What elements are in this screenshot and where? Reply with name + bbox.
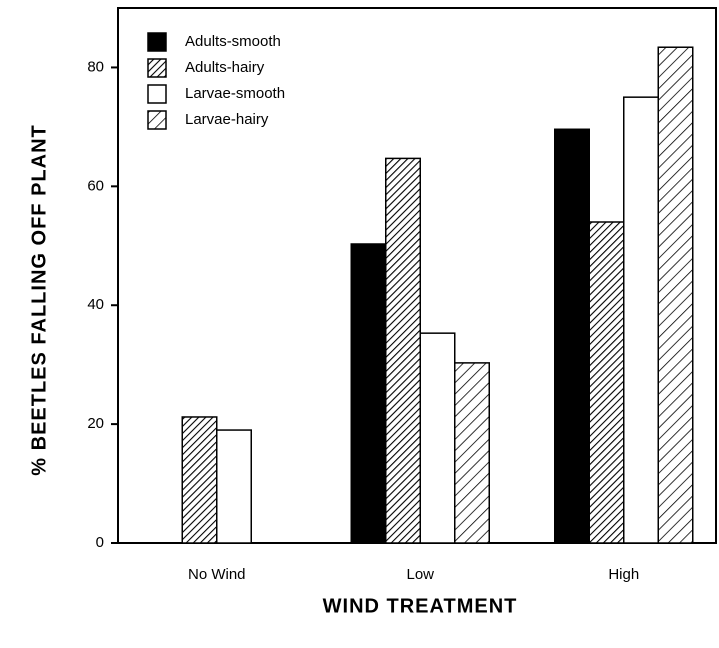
bar — [657, 46, 694, 544]
legend-label: Larvae-smooth — [185, 85, 285, 102]
bar — [350, 243, 387, 544]
legend-swatch — [147, 58, 167, 78]
bar — [623, 96, 659, 544]
legend-label: Adults-hairy — [185, 59, 265, 76]
y-tick-label: 20 — [87, 415, 104, 432]
bar — [419, 332, 456, 544]
bar — [588, 221, 625, 544]
legend-label: Larvae-hairy — [185, 111, 269, 128]
x-tick-label: Low — [406, 566, 434, 583]
legend-label: Adults-smooth — [185, 33, 281, 50]
y-axis-label: % BEETLES FALLING OFF PLANT — [28, 124, 50, 475]
x-axis-label: WIND TREATMENT — [323, 595, 518, 617]
x-tick-label: No Wind — [188, 566, 246, 583]
y-tick-label: 60 — [87, 177, 104, 194]
bar — [216, 429, 252, 544]
y-tick-label: 40 — [87, 296, 104, 313]
y-tick-label: 0 — [96, 534, 104, 551]
x-tick-label: High — [608, 566, 639, 583]
bar — [385, 157, 421, 544]
legend-swatch — [147, 110, 167, 130]
y-tick-label: 80 — [87, 58, 104, 75]
bar — [454, 362, 490, 544]
bar — [554, 128, 590, 544]
bar — [181, 416, 218, 544]
legend-swatch — [147, 32, 167, 52]
legend-swatch — [147, 84, 167, 104]
